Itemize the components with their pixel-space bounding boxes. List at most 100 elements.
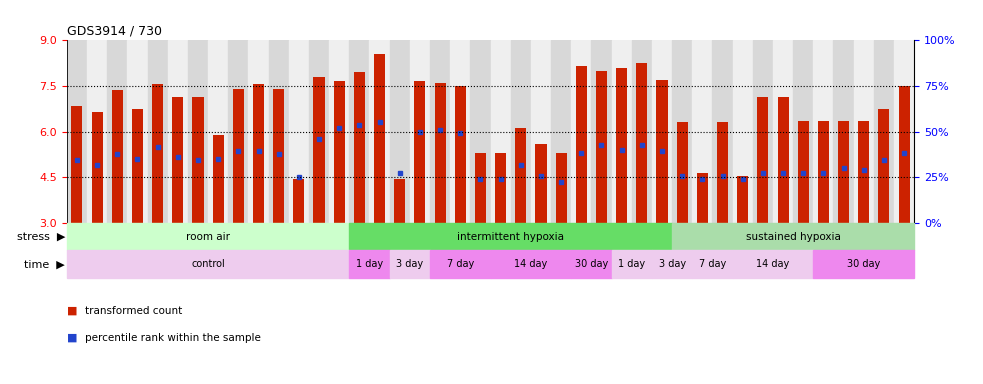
Bar (112, 91, 123, 223)
Bar (511, 40, 531, 223)
Bar (632, 40, 652, 223)
Bar (394, 179, 405, 223)
Bar (717, 122, 728, 223)
Bar (874, 40, 894, 223)
Bar (737, 175, 748, 223)
Text: 30 day: 30 day (847, 259, 881, 269)
Bar (834, 40, 853, 223)
Text: control: control (191, 259, 225, 269)
Bar (611, 250, 652, 278)
Bar (370, 40, 389, 223)
Bar (753, 40, 773, 223)
Bar (797, 121, 809, 223)
Bar (253, 84, 264, 223)
Bar (450, 40, 470, 223)
Bar (72, 106, 83, 223)
Bar (813, 250, 914, 278)
Bar (152, 84, 163, 223)
Bar (894, 40, 914, 223)
Bar (657, 80, 667, 223)
Bar (773, 40, 793, 223)
Text: 7 day: 7 day (446, 259, 474, 269)
Text: 3 day: 3 day (396, 259, 424, 269)
Bar (193, 96, 203, 223)
Text: transformed count: transformed count (85, 306, 182, 316)
Bar (354, 72, 365, 223)
Text: sustained hypoxia: sustained hypoxia (746, 232, 840, 242)
Bar (430, 250, 491, 278)
Bar (692, 40, 713, 223)
Bar (818, 121, 829, 223)
Bar (571, 250, 611, 278)
Bar (249, 40, 268, 223)
Bar (389, 40, 410, 223)
Bar (293, 179, 305, 223)
Text: GDS3914 / 730: GDS3914 / 730 (67, 25, 162, 38)
Bar (314, 77, 324, 223)
Bar (732, 250, 813, 278)
Bar (415, 81, 426, 223)
Text: ■: ■ (67, 333, 78, 343)
Bar (531, 40, 551, 223)
Bar (592, 40, 611, 223)
Bar (491, 40, 511, 223)
Bar (672, 40, 692, 223)
Bar (172, 96, 184, 223)
Text: 7 day: 7 day (699, 259, 726, 269)
Text: 3 day: 3 day (659, 259, 686, 269)
Bar (132, 109, 143, 223)
Bar (87, 40, 107, 223)
Bar (536, 144, 547, 223)
Bar (147, 40, 168, 223)
Bar (212, 134, 224, 223)
Text: ■: ■ (67, 306, 78, 316)
Bar (757, 96, 769, 223)
Bar (107, 40, 128, 223)
Bar (349, 40, 370, 223)
Bar (374, 54, 385, 223)
Bar (853, 40, 874, 223)
Bar (233, 89, 244, 223)
Text: 1 day: 1 day (356, 259, 383, 269)
Text: room air: room air (186, 232, 230, 242)
Bar (273, 89, 284, 223)
Text: stress  ▶: stress ▶ (17, 232, 65, 242)
Bar (208, 40, 228, 223)
Bar (91, 112, 102, 223)
Text: 1 day: 1 day (618, 259, 645, 269)
Bar (778, 96, 788, 223)
Bar (555, 153, 566, 223)
Text: time  ▶: time ▶ (25, 259, 65, 269)
Bar (551, 40, 571, 223)
Bar (389, 250, 430, 278)
Bar (576, 66, 587, 223)
Bar (268, 40, 289, 223)
Bar (67, 40, 87, 223)
Bar (652, 250, 692, 278)
Bar (672, 223, 914, 250)
Bar (515, 129, 526, 223)
Bar (128, 40, 147, 223)
Bar (879, 109, 890, 223)
Bar (410, 40, 430, 223)
Bar (67, 223, 349, 250)
Text: 30 day: 30 day (575, 259, 608, 269)
Bar (434, 83, 445, 223)
Bar (692, 250, 732, 278)
Bar (793, 40, 813, 223)
Bar (616, 68, 627, 223)
Bar (676, 122, 688, 223)
Bar (188, 40, 208, 223)
Bar (491, 250, 571, 278)
Bar (349, 223, 672, 250)
Bar (329, 40, 349, 223)
Bar (309, 40, 329, 223)
Bar (289, 40, 309, 223)
Bar (898, 86, 909, 223)
Bar (430, 40, 450, 223)
Bar (455, 86, 466, 223)
Text: percentile rank within the sample: percentile rank within the sample (85, 333, 260, 343)
Bar (636, 63, 648, 223)
Bar (470, 40, 491, 223)
Bar (475, 153, 486, 223)
